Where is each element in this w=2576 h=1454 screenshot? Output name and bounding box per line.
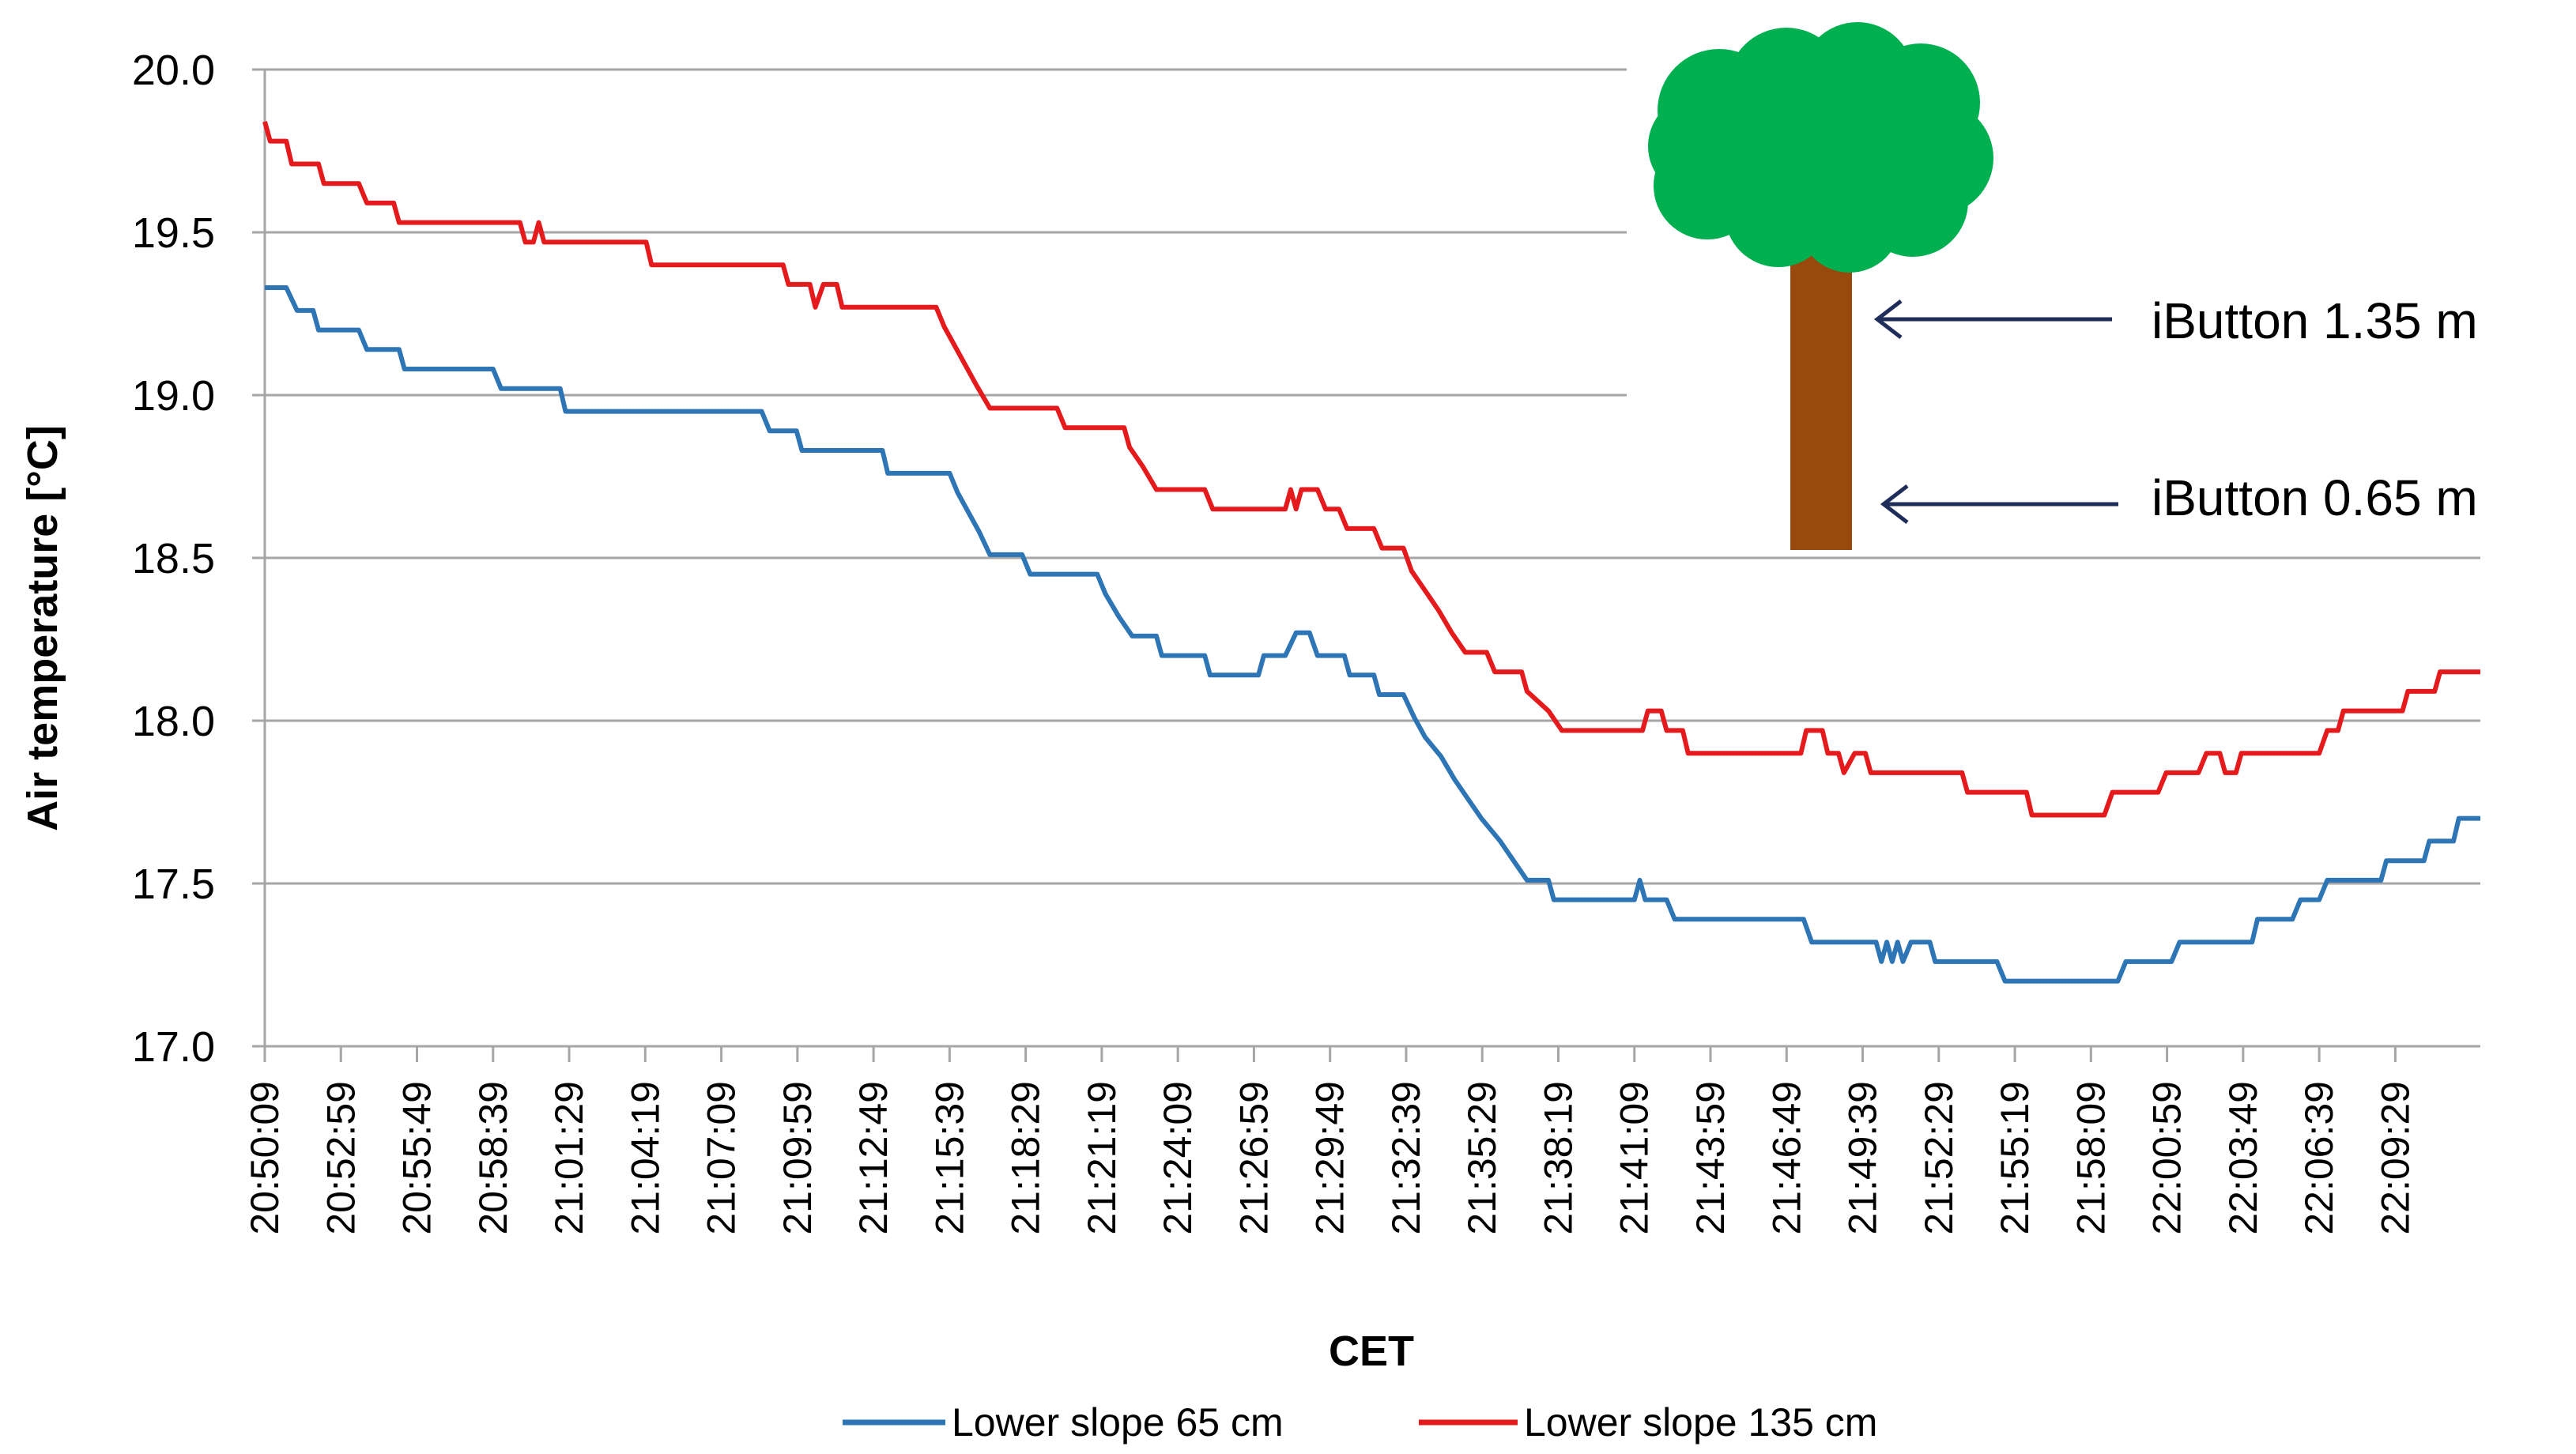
legend-label-65cm: Lower slope 65 cm [952, 1400, 1284, 1445]
y-tick-label: 18.0 [132, 698, 215, 745]
x-tick-label: 21:32:39 [1384, 1081, 1428, 1235]
x-tick-label: 21:21:19 [1080, 1081, 1124, 1235]
x-tick-label: 21:12:49 [851, 1081, 896, 1235]
annotation-1: iButton 1.35 m [1873, 292, 2478, 349]
y-tick-label: 19.0 [132, 372, 215, 420]
tree-trunk [1790, 253, 1852, 550]
data-series [262, 121, 2480, 984]
x-tick-label: 20:55:49 [395, 1081, 439, 1235]
x-tick-label: 21:49:39 [1841, 1081, 1885, 1235]
y-tick-label: 17.0 [132, 1023, 215, 1071]
x-tick-label: 21:29:49 [1308, 1081, 1352, 1235]
x-tick-label: 21:58:09 [2069, 1081, 2113, 1235]
y-tick-label: 19.5 [132, 209, 215, 257]
x-tick-label: 21:43:59 [1688, 1081, 1733, 1235]
x-tick-label: 21:52:29 [1917, 1081, 1961, 1235]
x-tick-label: 21:01:29 [547, 1081, 591, 1235]
tree-crown [1648, 22, 1993, 273]
legend-item-135cm: Lower slope 135 cm [1419, 1400, 1877, 1445]
x-tick-label: 22:03:49 [2221, 1081, 2265, 1235]
series-line-65cm [265, 285, 2480, 984]
x-tick-label: 20:52:59 [319, 1081, 363, 1235]
x-tick-label: 21:18:29 [1004, 1081, 1048, 1235]
x-tick-label: 21:24:09 [1156, 1081, 1200, 1235]
x-axis [263, 70, 2397, 1062]
x-tick-label: 21:55:19 [1993, 1081, 2037, 1235]
x-tick-label: 21:35:29 [1460, 1081, 1504, 1235]
y-axis-tick-labels: 17.0 17.5 18.0 18.5 19.0 19.5 20.0 [132, 47, 215, 1071]
x-tick-label: 21:38:19 [1536, 1081, 1580, 1235]
arrow-2-head [1880, 484, 1909, 524]
annotation-2-label: iButton 0.65 m [2152, 469, 2478, 526]
x-tick-label: 22:09:29 [2373, 1081, 2417, 1235]
x-tick-label: 21:09:59 [775, 1081, 820, 1235]
series-line-135cm [262, 121, 2480, 818]
annotation-2: iButton 0.65 m [1880, 469, 2478, 526]
x-tick-label: 21:41:09 [1612, 1081, 1657, 1235]
legend: Lower slope 65 cm Lower slope 135 cm [843, 1400, 1877, 1445]
x-tick-label: 20:50:09 [243, 1081, 287, 1235]
arrow-1-head [1873, 299, 1903, 339]
x-axis-title: CET [1329, 1328, 1414, 1375]
tree-illustration [1648, 22, 1993, 550]
x-axis-tick-labels: 20:50:09 20:52:59 20:55:49 20:58:39 21:01:29… [243, 1081, 2417, 1235]
x-tick-label: 22:00:59 [2145, 1081, 2189, 1235]
y-tick-label: 18.5 [132, 535, 215, 582]
x-tick-label: 21:15:39 [927, 1081, 971, 1235]
x-tick-label: 21:07:09 [700, 1081, 744, 1235]
y-tick-label: 17.5 [132, 861, 215, 908]
x-tick-label: 21:04:19 [623, 1081, 667, 1235]
legend-item-65cm: Lower slope 65 cm [843, 1400, 1284, 1445]
y-tick-label: 20.0 [132, 47, 215, 94]
legend-label-135cm: Lower slope 135 cm [1524, 1400, 1877, 1445]
y-axis-title: Air temperature [°C] [19, 425, 66, 831]
x-tick-label: 22:06:39 [2297, 1081, 2341, 1235]
annotation-1-label: iButton 1.35 m [2152, 292, 2478, 349]
gridlines [252, 68, 2480, 1048]
x-tick-label: 21:46:49 [1764, 1081, 1808, 1235]
x-tick-label: 20:58:39 [471, 1081, 515, 1235]
x-tick-label: 21:26:59 [1231, 1081, 1276, 1235]
